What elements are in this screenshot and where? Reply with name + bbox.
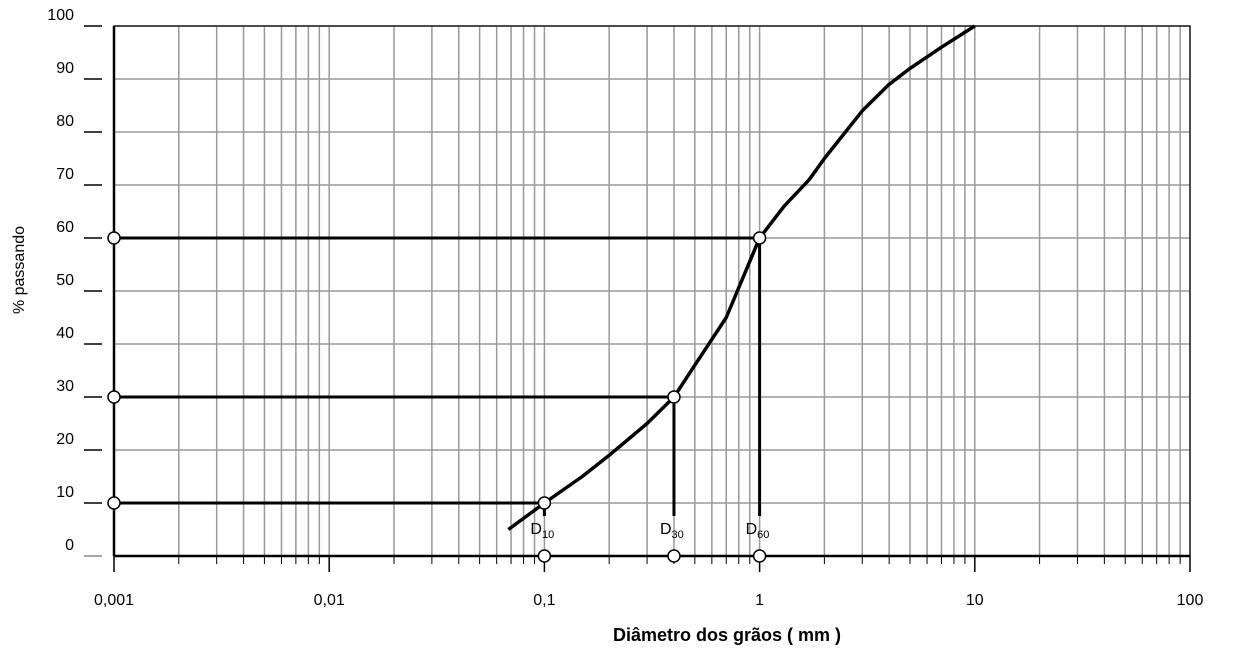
x-axis-marker (537, 549, 552, 563)
marker-symbol: D (530, 521, 542, 538)
y-tick-label: 70 (56, 166, 74, 183)
y-tick-label: 30 (56, 378, 74, 395)
point-marker (537, 496, 552, 510)
y-tick-label: 100 (47, 7, 74, 24)
marker-label: D30 (660, 521, 684, 541)
y-tick-label: 90 (56, 60, 74, 77)
marker-symbol: D (746, 521, 758, 538)
y-axis-marker (107, 390, 121, 404)
y-axis-label: % passando (11, 226, 28, 314)
marker-label: D10 (530, 521, 554, 541)
point-marker (667, 390, 681, 404)
y-axis-marker (107, 231, 121, 245)
x-axis-marker (667, 549, 681, 563)
marker-subscript: 10 (542, 529, 554, 541)
x-axis-marker (752, 549, 767, 563)
y-tick-label: 60 (56, 219, 74, 236)
curve (507, 24, 976, 531)
marker-symbol: D (660, 521, 672, 538)
x-tick-label: 0,001 (94, 592, 134, 609)
marker-subscript: 60 (757, 529, 769, 541)
y-axis-marker (107, 496, 121, 510)
x-tick-label: 0,1 (533, 592, 555, 609)
x-axis-label: Diâmetro dos grãos ( mm ) (613, 625, 841, 645)
marker-label: D60 (746, 521, 770, 541)
y-tick-label: 20 (56, 431, 74, 448)
x-tick-label: 100 (1177, 592, 1204, 609)
y-tick-label: 0 (65, 537, 74, 554)
x-tick-label: 1 (755, 592, 764, 609)
x-tick-label: 10 (966, 592, 984, 609)
y-tick-label: 50 (56, 272, 74, 289)
x-tick-label: 0,01 (314, 592, 345, 609)
y-tick-label: 10 (56, 484, 74, 501)
y-tick-label: 40 (56, 325, 74, 342)
marker-subscript: 30 (672, 529, 684, 541)
point-marker (752, 231, 767, 245)
y-tick-label: 80 (56, 113, 74, 130)
